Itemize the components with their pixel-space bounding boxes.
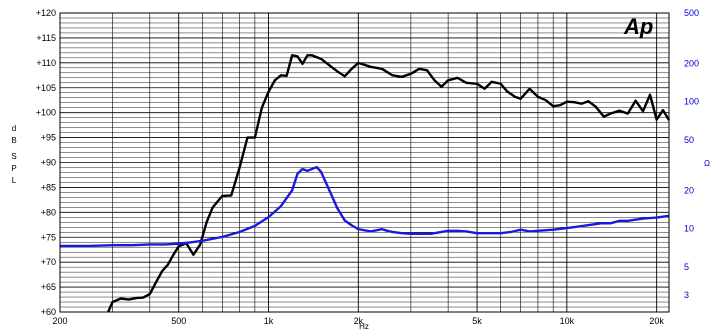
y-right-tick-label: 200 <box>684 58 699 68</box>
y-left-tick-label: +95 <box>41 133 56 143</box>
y-left-tick-label: +90 <box>41 158 56 168</box>
y-axis-label-letter: P <box>11 164 16 173</box>
impedance-curve <box>60 165 670 248</box>
y-right-tick-label: 5 <box>684 262 689 272</box>
x-tick-label: 500 <box>171 316 186 326</box>
x-tick-label: 20k <box>649 316 664 326</box>
y-left-tick-label: +120 <box>36 8 56 18</box>
y-left-tick-label: +80 <box>41 207 56 217</box>
y-right-tick-label: 20 <box>684 185 694 195</box>
y-left-tick-label: +60 <box>41 307 56 317</box>
left-axis-ticks: +60 +65 +70 +75 +80 +85 +90 +95 +100 +105 +110 +115… <box>36 8 56 317</box>
y-right-tick-label: 3 <box>684 290 689 300</box>
y-axis-label-letter: B <box>11 136 16 145</box>
x-tick-label: 1k <box>264 316 274 326</box>
y-right-tick-label: 100 <box>684 97 699 107</box>
x-tick-label: 200 <box>52 316 67 326</box>
x-tick-label: 5k <box>472 316 482 326</box>
y-left-tick-label: +85 <box>41 182 56 192</box>
chart-grid <box>60 13 669 312</box>
x-tick-label: 2k <box>354 316 364 326</box>
y-left-tick-label: +70 <box>41 257 56 267</box>
y-axis-label-right: Ω <box>704 159 710 168</box>
y-left-tick-label: +105 <box>36 83 56 93</box>
spl-curve <box>107 54 671 313</box>
y-right-tick-label: 500 <box>684 8 699 18</box>
chart-series <box>60 54 671 313</box>
y-left-tick-label: +100 <box>36 108 56 118</box>
plot-frame <box>59 12 670 313</box>
y-axis-label-letter: L <box>12 176 17 185</box>
ap-logo: Ap <box>623 14 653 39</box>
y-left-tick-label: +115 <box>36 33 56 43</box>
y-left-tick-label: +75 <box>41 232 56 242</box>
right-axis-ticks: 3 5 10 20 50 100 200 500 <box>684 8 699 300</box>
y-right-tick-label: 10 <box>684 224 694 234</box>
y-right-tick-label: 50 <box>684 135 694 145</box>
y-axis-label-letter: S <box>11 152 16 161</box>
y-axis-label-letter: d <box>12 124 16 133</box>
x-tick-label: 10k <box>560 316 575 326</box>
x-axis-ticks: 200 500 1k 2k 5k 10k 20k <box>52 316 664 326</box>
x-axis-label: Hz <box>359 322 369 329</box>
y-left-tick-label: +110 <box>36 58 56 68</box>
y-left-tick-label: +65 <box>41 282 56 292</box>
